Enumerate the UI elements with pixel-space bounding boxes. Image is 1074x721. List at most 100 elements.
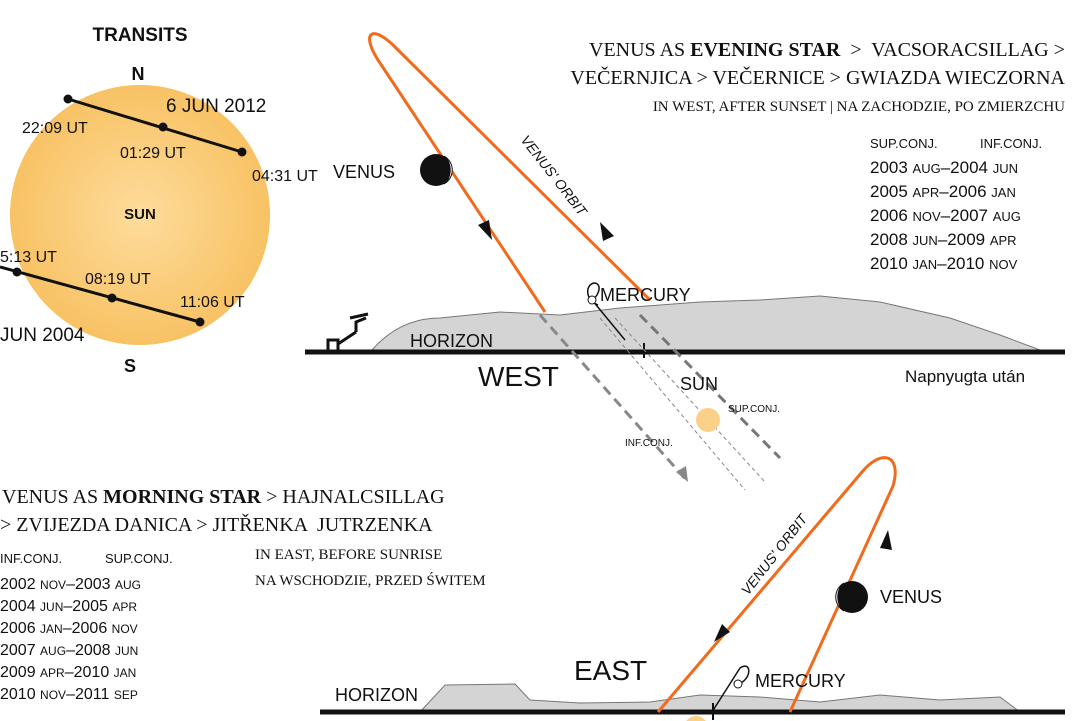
year: 2005 — [870, 182, 913, 201]
south-label: S — [124, 356, 136, 376]
year: 2008 — [870, 230, 913, 249]
landscape-building — [328, 314, 368, 352]
transits-title: TRANSITS — [93, 25, 188, 46]
sun — [684, 716, 708, 721]
mercury-label: MERCURY — [600, 285, 691, 305]
morning-heading: VENUS AS MORNING STAR > HAJNALCSILLAG — [2, 486, 445, 508]
morning-heading: > ZVIJEZDA DANICA > JITŘENKA JUTRZENKA — [0, 513, 433, 536]
year: –2010 — [937, 254, 989, 273]
transit-time: 5:13 UT — [0, 249, 57, 266]
orbit-arrow — [600, 222, 614, 241]
table-row: 2008 JUN–2009 APR — [870, 230, 1017, 249]
north-label: N — [132, 64, 145, 84]
year: –2011 — [66, 686, 114, 703]
month: APR — [40, 666, 65, 680]
transit-time: 11:06 UT — [180, 294, 245, 311]
sun-label: SUN — [680, 374, 718, 394]
evening-subheading: IN WEST, AFTER SUNSET | NA ZACHODZIE, PO… — [653, 99, 1065, 115]
note: Napnyugta után — [905, 367, 1025, 386]
transits: TRANSITS N S SUN 6 JUN 2012 22:09 UT 01:… — [0, 25, 318, 376]
transit-time: 08:19 UT — [85, 271, 151, 288]
month: JAN — [991, 185, 1016, 200]
table-row: 2009 APR–2010 JAN — [0, 664, 136, 681]
table-row: 2002 NOV–2003 AUG — [0, 576, 141, 593]
horizon-label: HORIZON — [410, 331, 493, 351]
table-row: 2005 APR–2006 JAN — [870, 182, 1016, 201]
heading-part: MORNING STAR — [103, 486, 262, 508]
direction-label: WEST — [478, 361, 559, 392]
conjunction-table: SUP.CONJ. INF.CONJ. 2003 AUG–2004 JUN 2005 … — [870, 136, 1042, 273]
month: JAN — [40, 622, 63, 636]
conjunction-table: INF.CONJ.SUP.CONJ.2002 NOV–2003 AUG2004 … — [0, 551, 173, 703]
year: –2009 — [938, 230, 990, 249]
table-row: 2004 JUN–2005 APR — [0, 598, 137, 615]
transit-point — [64, 95, 73, 104]
year: 2006 — [870, 206, 913, 225]
month: AUG — [40, 644, 66, 658]
orbit-arrow — [714, 624, 730, 642]
heading-part: > VACSORACSILLAG > — [840, 39, 1065, 61]
venus-label: VENUS — [880, 587, 942, 607]
table-row: 2007 AUG–2008 JUN — [0, 642, 138, 659]
month: JUN — [913, 233, 938, 248]
table-row: 2010 NOV–2011 SEP — [0, 686, 138, 703]
transit-time: 01:29 UT — [120, 145, 186, 162]
table-header: SUP.CONJ. — [870, 136, 938, 151]
year: 2002 — [0, 576, 40, 593]
month: NOV — [989, 257, 1018, 272]
year: 2006 — [0, 620, 40, 637]
orbit-label: VENUS' ORBIT — [738, 510, 812, 598]
year: 2004 — [0, 598, 40, 615]
sun-label: SUN — [124, 206, 156, 223]
table-header: INF.CONJ. — [0, 551, 62, 566]
heading-part: VENUS AS — [589, 39, 690, 61]
orbit-arrow — [880, 530, 892, 550]
month: NOV — [913, 209, 942, 224]
table-header: INF.CONJ. — [980, 136, 1042, 151]
year: –2005 — [63, 598, 112, 615]
sun — [696, 408, 720, 432]
evening-heading: VENUS AS EVENING STAR > VACSORACSILLAG > — [589, 39, 1065, 61]
year: –2006 — [63, 620, 112, 637]
transit-time: 22:09 UT — [22, 120, 88, 137]
year: –2007 — [941, 206, 993, 225]
month: AUG — [993, 209, 1021, 224]
conjunction-label: INF.CONJ. — [625, 438, 673, 449]
transit-point — [13, 268, 22, 277]
transit-point — [108, 294, 117, 303]
landscape — [420, 684, 1020, 712]
year: 2010 — [0, 686, 40, 703]
year: –2004 — [941, 158, 993, 177]
year: 2007 — [0, 642, 40, 659]
month: JUN — [993, 161, 1018, 176]
conjunction-label: SUP.CONJ. — [728, 404, 780, 415]
month: JUN — [40, 600, 63, 614]
table-row: 2006 JAN–2006 NOV — [0, 620, 138, 637]
year: –2003 — [66, 576, 115, 593]
evening-heading: VEČERNJICA > VEČERNICE > GWIAZDA WIECZOR… — [570, 65, 1065, 89]
transit-time: 04:31 UT — [252, 168, 318, 185]
month: APR — [990, 233, 1017, 248]
month: JUN — [115, 644, 138, 658]
transit-point — [159, 123, 168, 132]
month: JAN — [913, 257, 938, 272]
arrow — [676, 466, 688, 482]
diagram: TRANSITS N S SUN 6 JUN 2012 22:09 UT 01:… — [0, 0, 1074, 721]
morning-subheading: NA WSCHODZIE, PRZED ŚWITEM — [255, 572, 486, 589]
year: –2006 — [939, 182, 991, 201]
year: –2010 — [65, 664, 114, 681]
table-header: SUP.CONJ. — [105, 551, 173, 566]
table-row: 2006 NOV–2007 AUG — [870, 206, 1021, 225]
direction-label: EAST — [574, 655, 647, 686]
month: NOV — [40, 578, 66, 592]
month: SEP — [114, 688, 138, 702]
month: NOV — [112, 622, 138, 636]
month: AUG — [115, 578, 141, 592]
mercury — [734, 680, 742, 688]
horizon-label: HORIZON — [335, 685, 418, 705]
transit-point — [196, 318, 205, 327]
heading-part: VENUS AS — [2, 486, 103, 508]
mercury — [588, 296, 596, 304]
table-row: 2003 AUG–2004 JUN — [870, 158, 1018, 177]
month: AUG — [913, 161, 941, 176]
